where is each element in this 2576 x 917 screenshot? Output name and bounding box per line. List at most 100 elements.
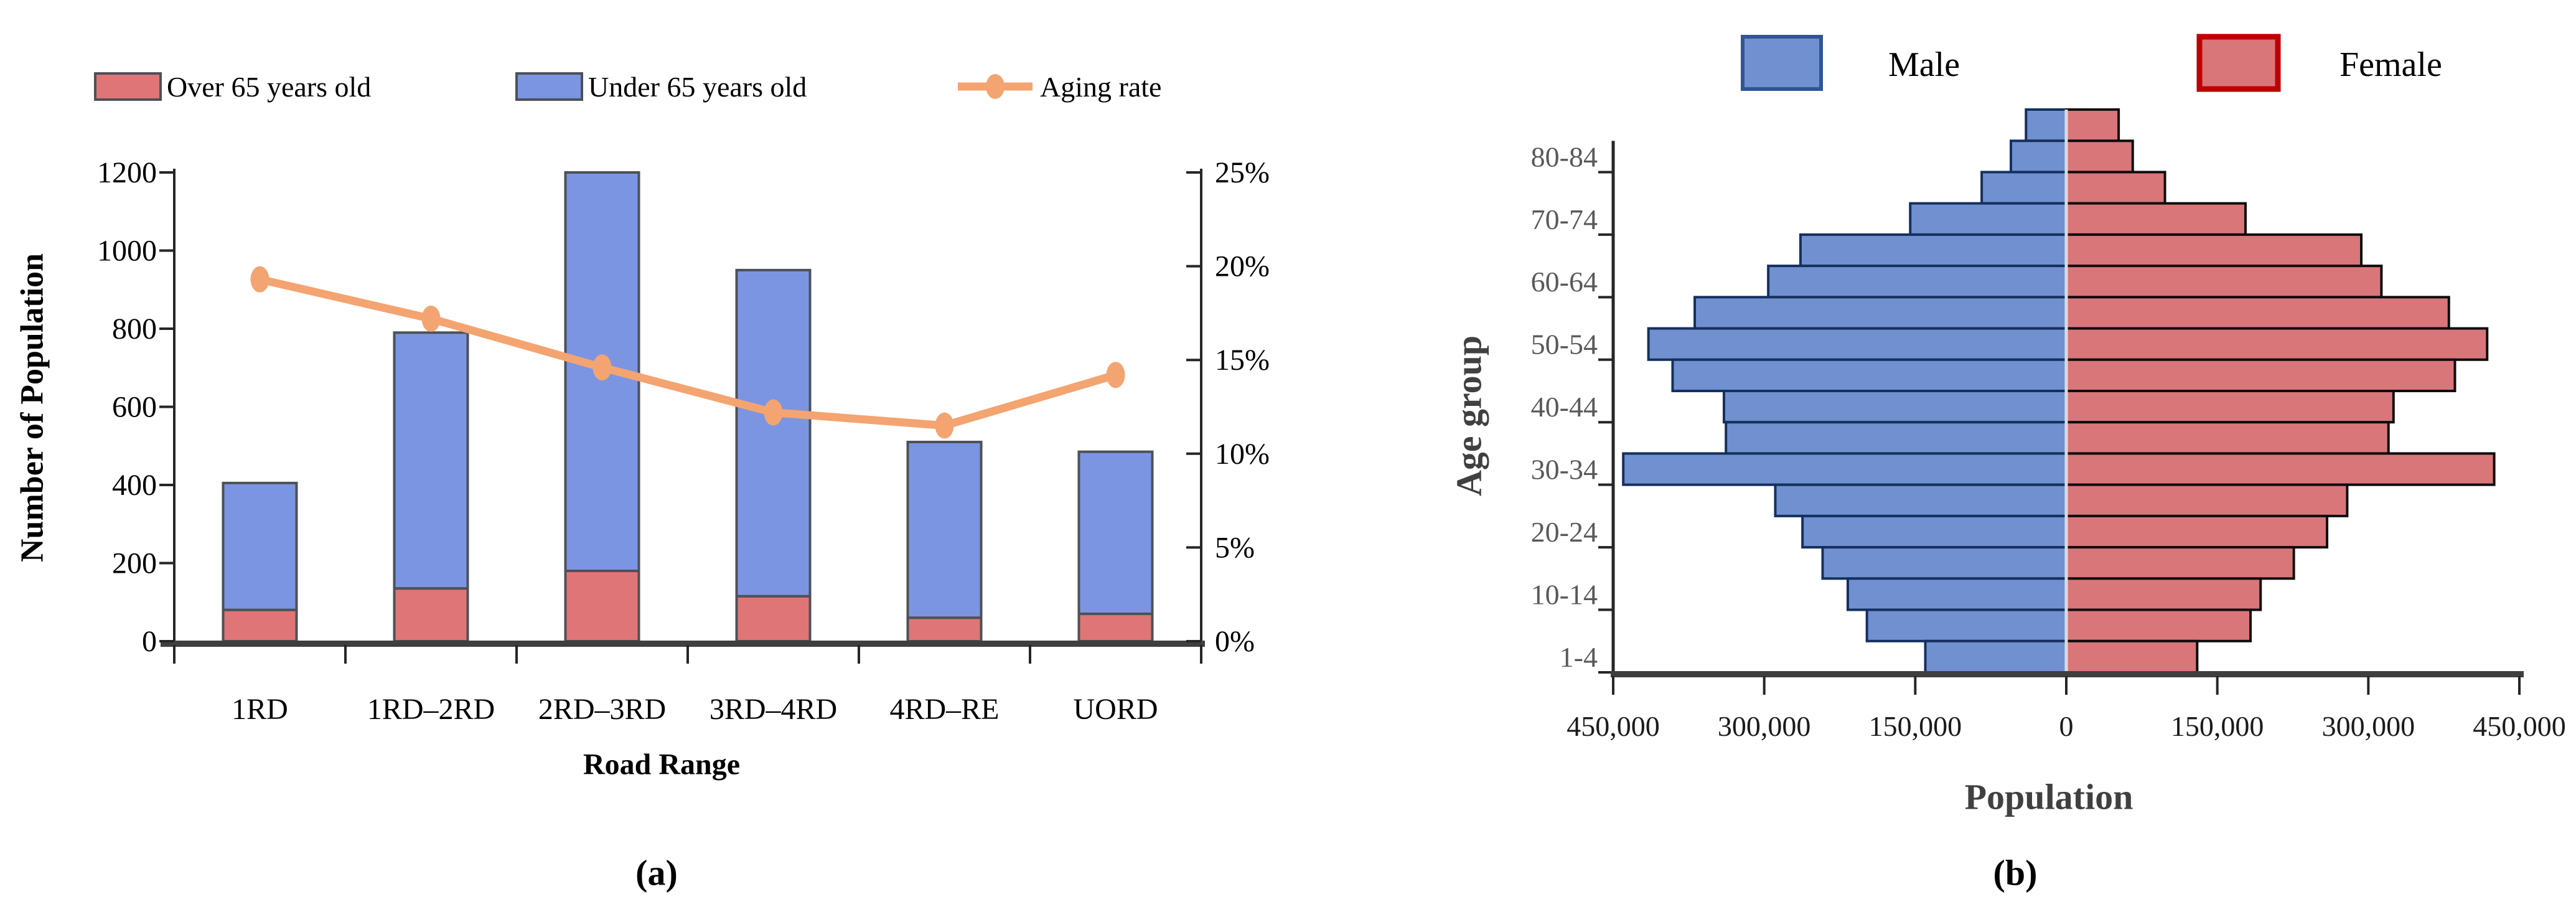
a-category-label: 1RD–2RD bbox=[367, 693, 495, 726]
a-right-tick-label: 15% bbox=[1215, 344, 1270, 377]
b-age-label: 70-74 bbox=[1531, 204, 1598, 235]
a-right-tick-label: 5% bbox=[1215, 531, 1255, 564]
b-age-label: 30-34 bbox=[1531, 454, 1598, 486]
pyramid-bar-male-5 bbox=[1767, 265, 2068, 299]
pyramid-bar-male-9 bbox=[1722, 390, 2068, 424]
b-age-label: 80-84 bbox=[1531, 141, 1598, 172]
pyramid-bar-male-2 bbox=[1980, 171, 2068, 205]
legend-swatch-under65 bbox=[515, 72, 583, 101]
legend-label-male: Male bbox=[1888, 45, 1960, 84]
pyramid-bar-female-13 bbox=[2065, 514, 2329, 549]
aging-rate-marker-2 bbox=[592, 354, 612, 381]
a-category-label: 1RD bbox=[232, 693, 288, 726]
pyramid-bar-male-14 bbox=[1821, 546, 2068, 580]
pyramid-bar-female-14 bbox=[2065, 546, 2295, 580]
a-right-tick-label: 0% bbox=[1215, 625, 1255, 658]
a-category-label: 3RD–4RD bbox=[710, 693, 837, 726]
a-left-tick-label: 200 bbox=[112, 547, 157, 580]
a-category-label: 2RD–3RD bbox=[538, 693, 666, 726]
bar-under65-4 bbox=[906, 440, 983, 619]
bar-over65-5 bbox=[1077, 613, 1154, 643]
pyramid-bar-male-7 bbox=[1647, 327, 2068, 361]
pyramid-bar-male-8 bbox=[1671, 358, 2068, 392]
a-left-tick-label: 600 bbox=[112, 391, 157, 424]
pyramid-bar-female-6 bbox=[2065, 296, 2450, 330]
b-x-tick-label: 0 bbox=[2059, 710, 2074, 742]
a-y-axis-title: Number of Population bbox=[14, 253, 50, 562]
a-right-tick-label: 20% bbox=[1215, 250, 1270, 283]
pyramid-bar-male-11 bbox=[1622, 452, 2068, 486]
a-x-axis-title: Road Range bbox=[583, 748, 741, 781]
aging-rate-marker-5 bbox=[1106, 362, 1125, 388]
combo-chart-panel-a: Over 65 years old Under 65 years old Aging… bbox=[94, 71, 1270, 726]
legend-label-under65: Under 65 years old bbox=[588, 71, 807, 103]
pyramid-bar-male-17 bbox=[1924, 639, 2068, 674]
pyramid-bar-female-3 bbox=[2065, 202, 2247, 236]
b-x-tick-label: 300,000 bbox=[1718, 710, 1811, 742]
b-x-tick-label: 450,000 bbox=[2473, 710, 2566, 742]
pyramid-bar-male-1 bbox=[2010, 139, 2068, 174]
b-y-axis-title: Age group bbox=[1448, 335, 1489, 497]
pyramid-bar-male-3 bbox=[1909, 202, 2068, 236]
bar-over65-4 bbox=[906, 616, 983, 642]
pyramid-bar-male-12 bbox=[1774, 483, 2068, 517]
aging-rate-line bbox=[256, 275, 1120, 430]
bar-under65-0 bbox=[222, 481, 298, 611]
pyramid-bar-female-7 bbox=[2065, 327, 2489, 361]
pyramid-bar-male-15 bbox=[1846, 577, 2068, 611]
pyramid-bar-female-15 bbox=[2065, 577, 2262, 611]
caption-a: (a) bbox=[635, 852, 678, 893]
population-pyramid-panel-b: Male Female 80-84 70-74 60-64 50-54 40-44 30-34… bbox=[1531, 34, 2566, 742]
a-right-tick-label: 25% bbox=[1215, 156, 1270, 189]
pyramid-bar-female-5 bbox=[2065, 265, 2383, 299]
legend-marker-aging-rate-icon bbox=[986, 74, 1005, 99]
aging-rate-marker-3 bbox=[764, 399, 783, 426]
pyramid-bar-male-0 bbox=[2025, 108, 2068, 143]
legend-label-over65: Over 65 years old bbox=[167, 71, 371, 103]
bar-under65-5 bbox=[1077, 450, 1154, 616]
aging-rate-marker-1 bbox=[421, 305, 441, 332]
bar-over65-2 bbox=[564, 570, 640, 642]
bar-under65-1 bbox=[393, 331, 469, 590]
pyramid-bar-female-2 bbox=[2065, 171, 2166, 205]
a-left-tick-label: 1200 bbox=[97, 156, 157, 189]
pyramid-bar-male-13 bbox=[1801, 514, 2068, 549]
pyramid-bar-female-0 bbox=[2065, 108, 2120, 143]
aging-rate-marker-4 bbox=[935, 412, 954, 439]
legend-swatch-male bbox=[1741, 35, 1823, 91]
pyramid-bar-female-8 bbox=[2065, 358, 2457, 392]
pyramid-bar-male-6 bbox=[1693, 296, 2068, 330]
a-category-label: 4RD–RE bbox=[889, 693, 999, 726]
legend-label-female: Female bbox=[2339, 45, 2442, 84]
a-left-tick-label: 1000 bbox=[97, 235, 157, 268]
bar-over65-3 bbox=[735, 595, 812, 643]
a-left-tick-label: 800 bbox=[112, 313, 157, 346]
a-left-tick-label: 0 bbox=[142, 625, 157, 658]
pyramid-bar-female-11 bbox=[2065, 452, 2496, 486]
a-right-tick-label: 10% bbox=[1215, 438, 1270, 471]
b-x-tick-label: 300,000 bbox=[2322, 710, 2415, 742]
legend-label-aging-rate: Aging rate bbox=[1040, 71, 1161, 103]
b-age-label: 60-64 bbox=[1531, 266, 1598, 298]
a-category-label: UORD bbox=[1073, 693, 1158, 726]
b-age-label: 10-14 bbox=[1531, 578, 1598, 610]
b-x-tick-label: 150,000 bbox=[1869, 710, 1962, 742]
a-left-tick-label: 400 bbox=[112, 469, 157, 502]
legend-swatch-female bbox=[2196, 34, 2281, 92]
bar-under65-3 bbox=[735, 268, 812, 598]
bar-over65-0 bbox=[222, 608, 298, 642]
pyramid-bar-female-10 bbox=[2065, 421, 2390, 455]
pyramid-bar-female-12 bbox=[2065, 483, 2349, 517]
pyramid-bar-female-9 bbox=[2065, 390, 2395, 424]
pyramid-bar-male-10 bbox=[1725, 421, 2068, 455]
b-age-label: 40-44 bbox=[1531, 391, 1598, 423]
bar-over65-1 bbox=[393, 587, 469, 642]
b-x-tick-label: 150,000 bbox=[2171, 710, 2264, 742]
pyramid-bar-male-4 bbox=[1799, 233, 2068, 268]
b-x-axis-title: Population bbox=[1964, 776, 2133, 817]
pyramid-bar-female-1 bbox=[2065, 139, 2134, 174]
legend-swatch-over65 bbox=[94, 72, 162, 101]
b-age-label: 50-54 bbox=[1531, 329, 1598, 360]
b-age-label: 20-24 bbox=[1531, 516, 1598, 548]
